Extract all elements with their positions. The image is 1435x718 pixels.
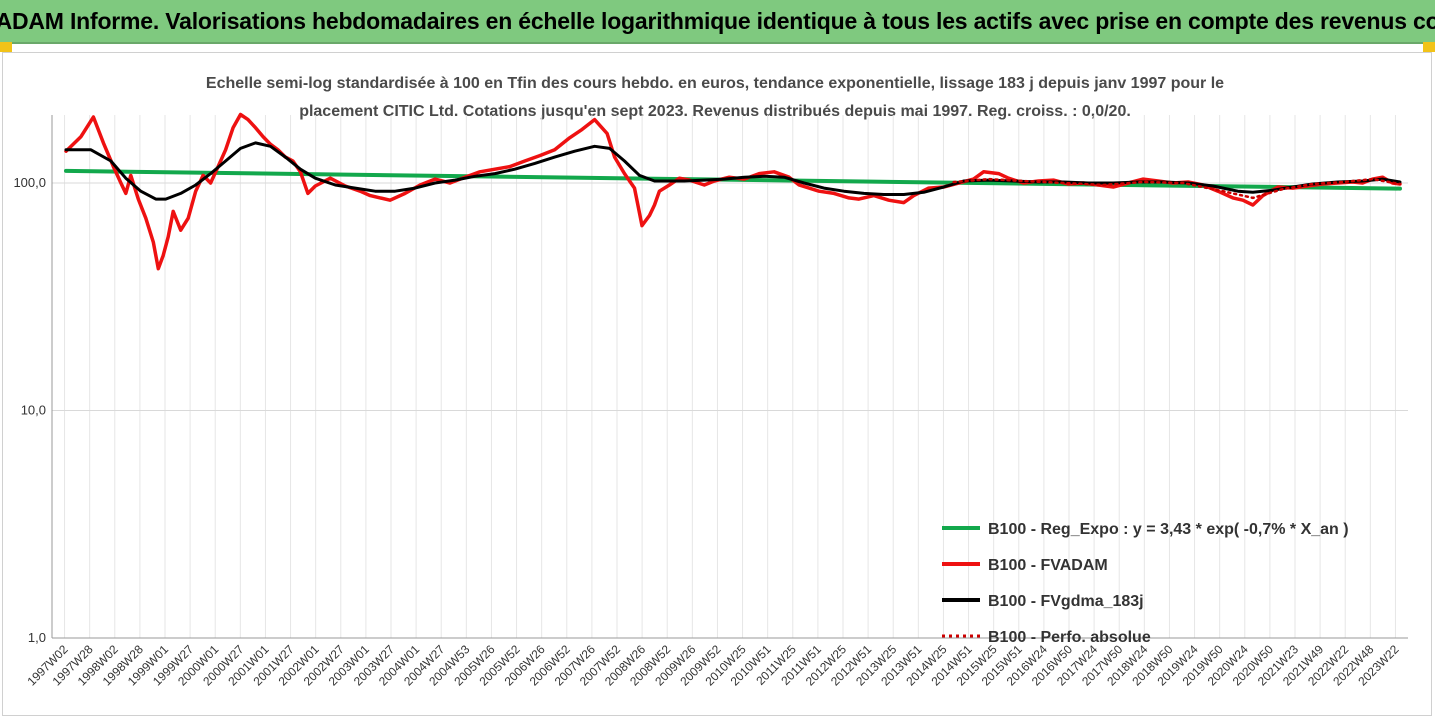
chart-frame bbox=[2, 52, 1432, 716]
y-axis: 1,0 10,0 100,0 bbox=[13, 115, 53, 645]
y-tick-label: 1,0 bbox=[28, 630, 46, 645]
chart-series bbox=[64, 112, 1402, 271]
chart-title: Echelle semi-log standardisée à 100 en T… bbox=[160, 70, 1270, 126]
chart-title-line-1: Echelle semi-log standardisée à 100 en T… bbox=[205, 75, 1225, 92]
chart-grid bbox=[52, 115, 1408, 639]
chart-title-line-2: placement CITIC Ltd. Cotations jusqu'en … bbox=[299, 103, 1131, 120]
corner-marker-right bbox=[1423, 42, 1435, 52]
banner: ADAM Informe. Valorisations hebdomadaire… bbox=[0, 0, 1435, 44]
chart-legend: B100 - Reg_Expo : y = 3,43 * exp( -0,7% … bbox=[942, 521, 1349, 646]
y-tick-label: 10,0 bbox=[21, 403, 46, 418]
series-line-3 bbox=[64, 141, 1402, 201]
corner-marker-left bbox=[0, 42, 12, 52]
x-axis: 1997W021997W281998W021998W281999W011999W… bbox=[24, 637, 1408, 688]
legend-label-4: B100 - Perfo. absolue bbox=[988, 629, 1151, 646]
y-tick-label: 100,0 bbox=[13, 175, 46, 190]
legend-label-3: B100 - FVgdma_183j bbox=[988, 593, 1144, 610]
legend-label-2: B100 - FVADAM bbox=[988, 557, 1108, 574]
banner-title: ADAM Informe. Valorisations hebdomadaire… bbox=[0, 7, 1435, 34]
legend-label-1: B100 - Reg_Expo : y = 3,43 * exp( -0,7% … bbox=[988, 521, 1349, 538]
series-line-2 bbox=[64, 112, 1402, 271]
